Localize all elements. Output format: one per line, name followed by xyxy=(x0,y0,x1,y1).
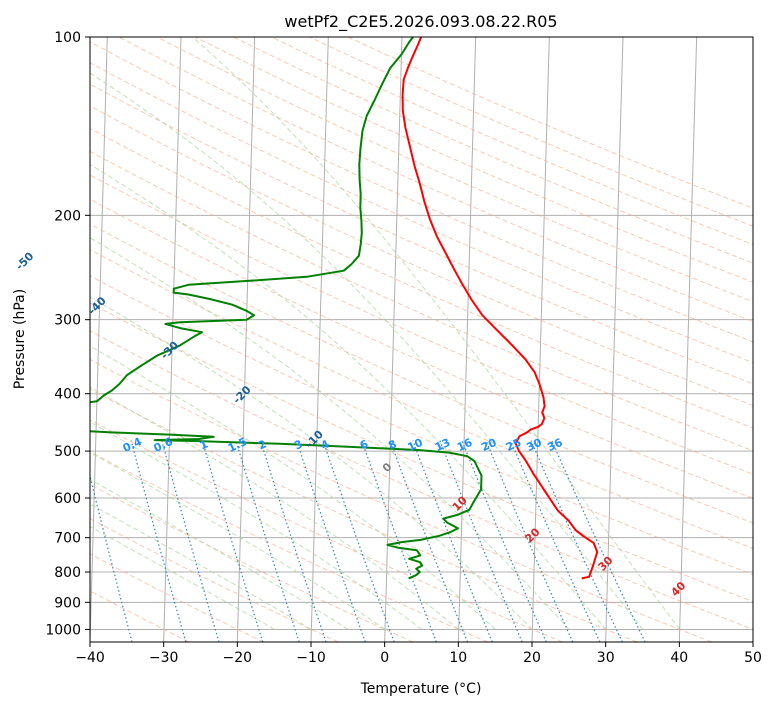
dry-adiabat-line xyxy=(90,388,638,642)
dry-adiabat-line xyxy=(194,37,753,283)
moist-adiabat-line xyxy=(90,163,607,630)
mixing-ratio-line xyxy=(130,440,187,642)
dry-adiabat-line xyxy=(90,419,563,642)
mixing-ratio-label: 16 xyxy=(455,436,475,454)
moist-adiabat-line xyxy=(90,525,275,630)
x-tick-label: 50 xyxy=(744,650,762,666)
isotherm-line xyxy=(236,37,256,642)
y-tick-label: 200 xyxy=(54,208,81,224)
x-tick-label: 40 xyxy=(670,650,688,666)
temperature-profile-line xyxy=(401,37,599,580)
mixing-ratio-label: 13 xyxy=(433,436,452,454)
x-axis-label: Temperature (°C) xyxy=(360,681,482,697)
moist-adiabat-line xyxy=(90,386,459,630)
x-tick-label: −30 xyxy=(149,650,179,666)
dry-adiabat-line xyxy=(90,451,488,642)
dry-adiabat-line xyxy=(90,358,712,642)
mixing-ratio-line xyxy=(322,440,395,642)
dewpoint-profile-line xyxy=(90,37,483,580)
y-tick-label: 1000 xyxy=(45,622,81,638)
dry-adiabat-line xyxy=(90,249,753,550)
x-tick-label: 10 xyxy=(449,650,467,666)
moist-adiabat-line xyxy=(90,296,533,630)
mixing-ratio-label: 25 xyxy=(504,436,523,454)
mixing-ratio-label: 20 xyxy=(479,436,499,454)
y-tick-label: 400 xyxy=(54,387,81,403)
dry-adiabat-line xyxy=(90,590,190,642)
y-tick-label: 700 xyxy=(54,531,81,547)
mixing-ratio-label: 30 xyxy=(524,436,544,454)
mixing-ratio-line xyxy=(201,440,264,642)
dry-adiabat-line xyxy=(156,37,753,303)
y-tick-label: 600 xyxy=(54,491,81,507)
moist-adiabat-line xyxy=(90,451,386,630)
x-tick-label: 0 xyxy=(380,650,389,666)
isotherm-line xyxy=(678,37,698,642)
data-layer xyxy=(90,37,599,580)
y-axis-label: Pressure (hPa) xyxy=(12,289,28,389)
moist-adiabat-line xyxy=(90,237,570,630)
dry-adiabat-line xyxy=(90,483,414,642)
mixing-ratio-label: 10 xyxy=(406,436,426,454)
mixing-ratio-line xyxy=(485,440,574,642)
y-tick-label: 300 xyxy=(54,313,81,329)
x-tick-label: −10 xyxy=(296,650,326,666)
mixing-ratio-line xyxy=(90,473,133,642)
chart-title: wetPf2_C2E5.2026.093.08.22.R05 xyxy=(284,12,557,32)
moist-adiabat-line xyxy=(90,72,644,630)
x-tick-label: 20 xyxy=(523,650,541,666)
dry-adiabat-line xyxy=(90,330,753,630)
isotherm-line xyxy=(531,37,550,642)
dry-adiabat-line xyxy=(90,150,753,452)
isotherm-line xyxy=(457,37,477,642)
y-tick-label: 900 xyxy=(54,595,81,611)
mixing-ratio-label: 36 xyxy=(545,436,565,454)
moist-adiabat-line xyxy=(90,503,312,630)
tick-layer: −40 −30 −20 −10 0 10 20 30 40 50 1000 900 800 700 600 5… xyxy=(45,30,762,666)
y-tick-label: 500 xyxy=(54,444,81,460)
mixing-ratio-line xyxy=(439,440,523,642)
isotherm-line xyxy=(384,37,403,642)
dry-adiabat-line xyxy=(90,223,753,524)
isotherm-line xyxy=(310,37,329,642)
x-tick-label: −20 xyxy=(223,650,253,666)
isotherm-line xyxy=(163,37,182,642)
x-tick-label: −40 xyxy=(75,650,105,666)
mixing-ratio-line xyxy=(161,440,220,642)
moist-adiabat-line xyxy=(90,421,423,630)
isotherm-line xyxy=(90,37,108,642)
moist-adiabat-line xyxy=(191,37,681,630)
dry-adiabat-line xyxy=(90,174,753,475)
y-tick-label: 800 xyxy=(54,565,81,581)
y-tick-label: 100 xyxy=(54,30,81,46)
dry-adiabat-line xyxy=(90,127,753,429)
x-tick-label: 30 xyxy=(597,650,615,666)
isotherm-line xyxy=(605,37,624,642)
dry-adiabat-line xyxy=(90,302,753,603)
plot-frame xyxy=(89,36,754,643)
